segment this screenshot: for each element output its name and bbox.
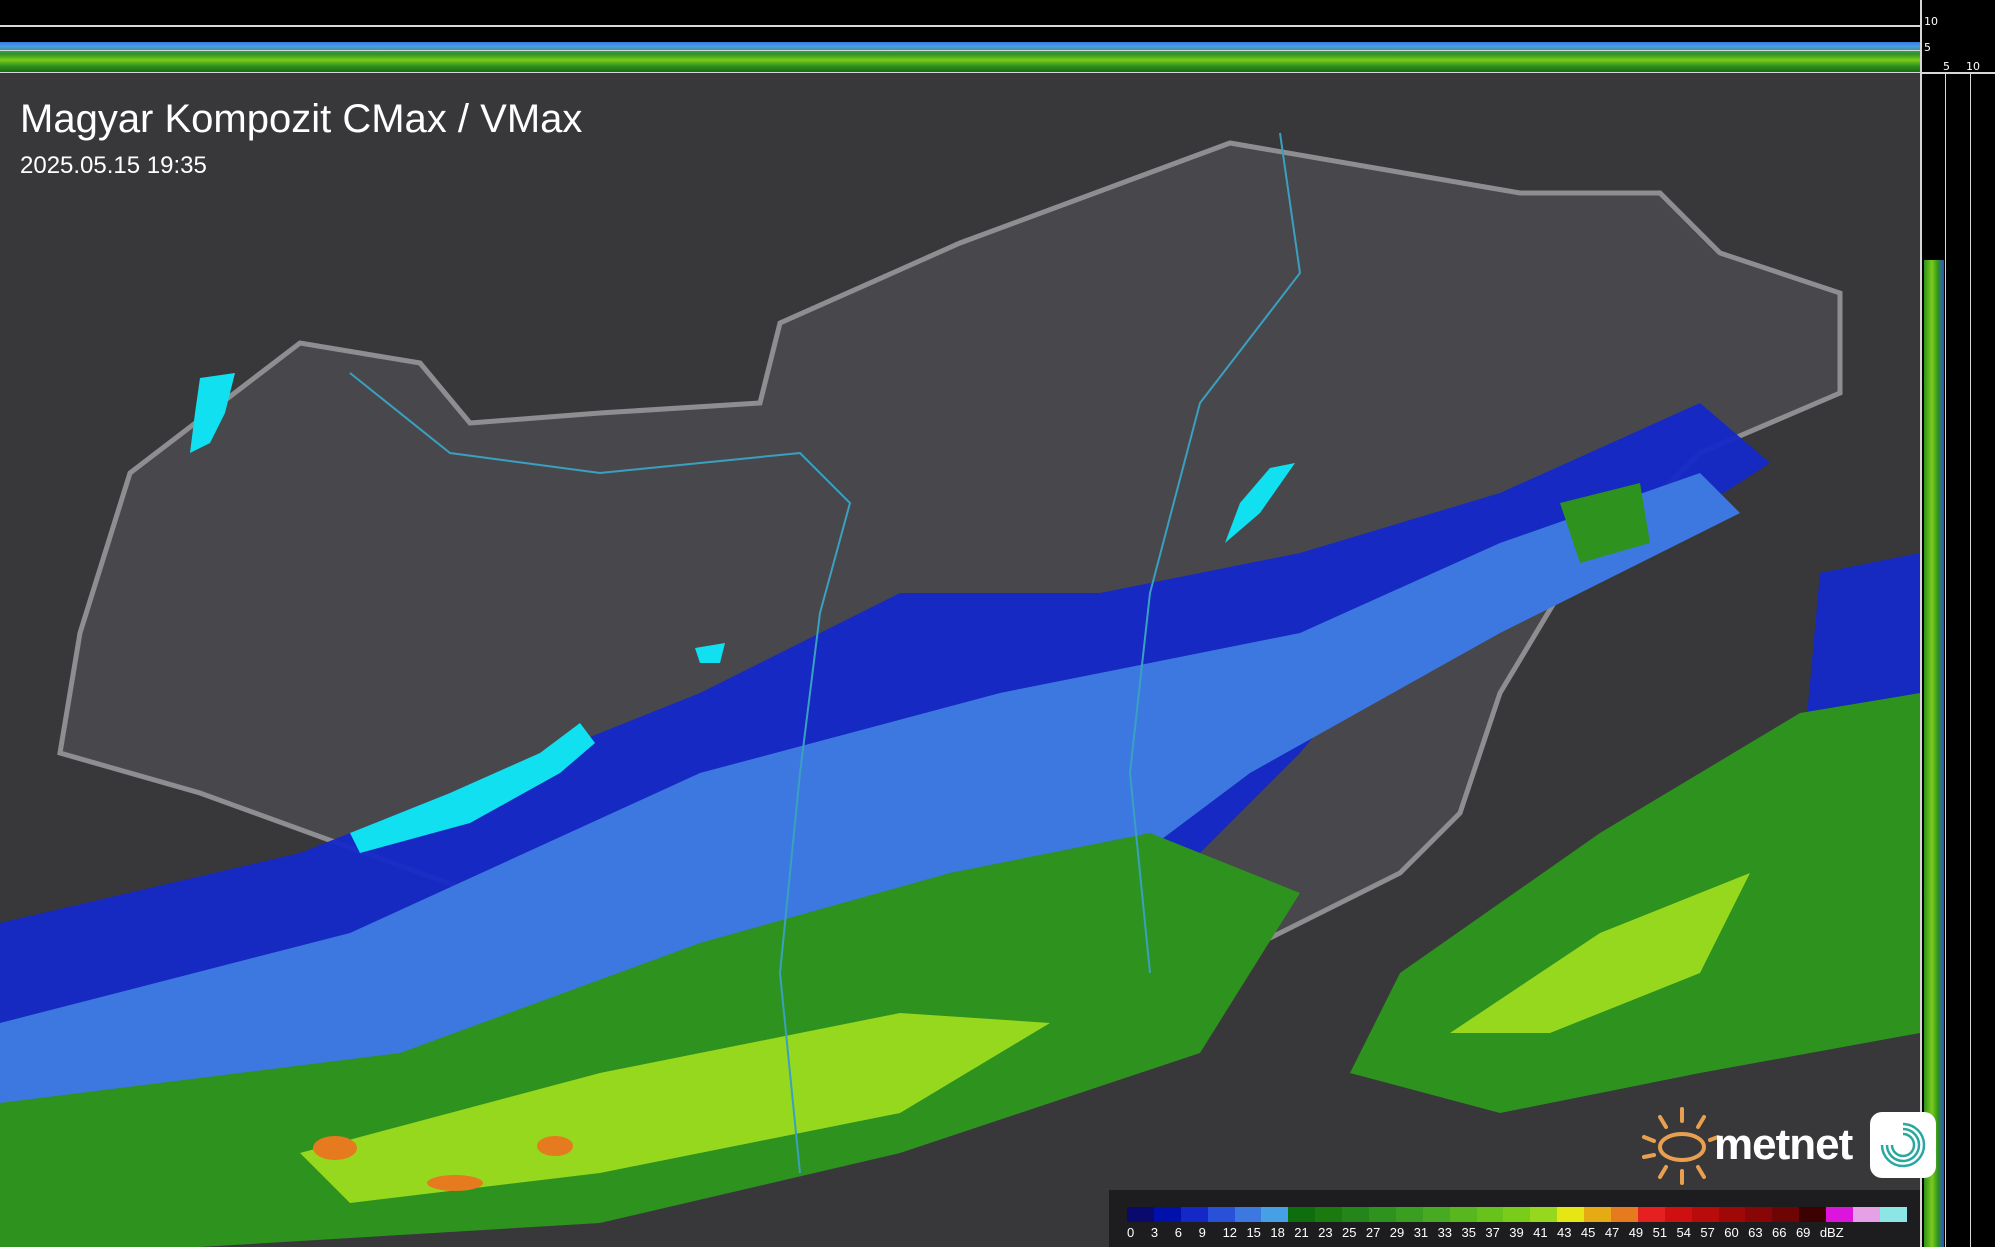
- legend-swatch: [1879, 1207, 1907, 1222]
- legend-swatch: [1369, 1207, 1396, 1222]
- profile-axis-line: [1945, 72, 1946, 1247]
- legend-swatch: [1261, 1207, 1289, 1222]
- radar-map[interactable]: [0, 73, 1920, 1247]
- legend-label: 21: [1294, 1225, 1309, 1240]
- legend-label: 69: [1795, 1225, 1811, 1240]
- legend-swatch: [1557, 1207, 1585, 1222]
- legend-swatch: [1637, 1207, 1665, 1222]
- legend-label: 54: [1676, 1225, 1691, 1240]
- legend-label: 66: [1772, 1225, 1787, 1240]
- legend-swatch: [1718, 1207, 1746, 1222]
- sun-icon: [1642, 1107, 1720, 1185]
- legend-swatch: [1772, 1207, 1800, 1222]
- profile-axis-line: [0, 50, 1920, 51]
- legend-label: 29: [1389, 1225, 1405, 1240]
- legend-label: 47: [1604, 1225, 1620, 1240]
- swirl-icon: [1870, 1112, 1937, 1178]
- legend-label: 25: [1342, 1225, 1357, 1240]
- tick-label: 5: [1924, 41, 1931, 54]
- legend-label: 12: [1222, 1225, 1238, 1240]
- profile-axis-line: [1970, 72, 1971, 1247]
- legend-swatch: [1853, 1207, 1880, 1222]
- legend-label: 49: [1628, 1225, 1644, 1240]
- legend-swatch: [1691, 1207, 1719, 1222]
- legend-unit: dBZ: [1819, 1225, 1844, 1240]
- legend-label: 51: [1652, 1225, 1668, 1240]
- legend-swatch: [1422, 1207, 1450, 1222]
- legend-swatch: [1530, 1207, 1558, 1222]
- legend-swatch: [1153, 1207, 1181, 1222]
- legend-swatch: [1503, 1207, 1531, 1222]
- legend-label: 57: [1700, 1225, 1715, 1240]
- legend-colorbar: [1127, 1207, 1907, 1222]
- metnet-logo: metnet: [1640, 1105, 1937, 1185]
- legend-swatch: [1611, 1207, 1638, 1222]
- profile-axis-line: [0, 25, 1920, 27]
- legend-label: 9: [1198, 1225, 1206, 1240]
- legend-label: 33: [1437, 1225, 1453, 1240]
- legend-label: 15: [1246, 1225, 1261, 1240]
- legend-label: 37: [1485, 1225, 1500, 1240]
- rivers: [349, 132, 1302, 1174]
- legend-label: 41: [1533, 1225, 1548, 1240]
- tick-label: 5: [1943, 60, 1950, 73]
- legend-swatch: [1664, 1207, 1692, 1222]
- precip-yellow-green: [300, 873, 1750, 1203]
- legend-swatch: [1799, 1207, 1827, 1222]
- lake-tisza: [1225, 463, 1295, 543]
- legend-label: 23: [1318, 1225, 1333, 1240]
- legend-label: 27: [1365, 1225, 1381, 1240]
- legend-swatch: [1234, 1207, 1262, 1222]
- legend-label: 31: [1413, 1225, 1429, 1240]
- legend-label: 43: [1557, 1225, 1572, 1240]
- legend-swatch: [1826, 1207, 1854, 1222]
- top-vertical-profile: [0, 42, 1920, 72]
- profile-axis-line: [1920, 0, 1922, 1247]
- legend-swatch: [1584, 1207, 1612, 1222]
- legend-swatch: [1207, 1207, 1235, 1222]
- logo-text: metnet: [1714, 1120, 1853, 1169]
- legend-labels: 0 3 6 9 12 15 18 21 23 25 27 29 31 33 35 37 39 41 43 45 47 49…: [1127, 1225, 1844, 1240]
- legend-label: 63: [1748, 1225, 1763, 1240]
- legend-swatch: [1127, 1207, 1154, 1222]
- legend-swatch: [1288, 1207, 1316, 1222]
- precip-medium-blue: [0, 473, 1740, 1173]
- legend-swatch: [1315, 1207, 1343, 1222]
- precip-orange: [313, 1136, 573, 1191]
- legend-label: 35: [1461, 1225, 1476, 1240]
- side-vertical-profile: [1924, 260, 1944, 1247]
- tick-label: 10: [1924, 15, 1938, 28]
- legend-label: 6: [1174, 1225, 1183, 1240]
- tick-label: 10: [1966, 60, 1980, 73]
- legend-label: 18: [1270, 1225, 1285, 1240]
- lake-balaton: [350, 723, 595, 853]
- legend-swatch: [1745, 1207, 1773, 1222]
- legend-label: 60: [1724, 1225, 1739, 1240]
- dbz-legend: 0 3 6 9 12 15 18 21 23 25 27 29 31 33 35 37 39 41 43 45 47 49…: [1109, 1190, 1920, 1247]
- lake-neusiedl: [190, 373, 235, 453]
- legend-label: 39: [1509, 1225, 1524, 1240]
- legend-label: 0: [1127, 1225, 1135, 1240]
- map-timestamp: 2025.05.15 19:35: [20, 152, 207, 179]
- legend-label: 45: [1580, 1225, 1596, 1240]
- legend-swatch: [1342, 1207, 1370, 1222]
- map-title: Magyar Kompozit CMax / VMax: [20, 97, 583, 141]
- lakes: [190, 373, 1295, 853]
- legend-swatch: [1476, 1207, 1504, 1222]
- legend-swatch: [1180, 1207, 1208, 1222]
- legend-swatch: [1395, 1207, 1423, 1222]
- legend-swatch: [1449, 1207, 1477, 1222]
- legend-label: 3: [1150, 1225, 1159, 1240]
